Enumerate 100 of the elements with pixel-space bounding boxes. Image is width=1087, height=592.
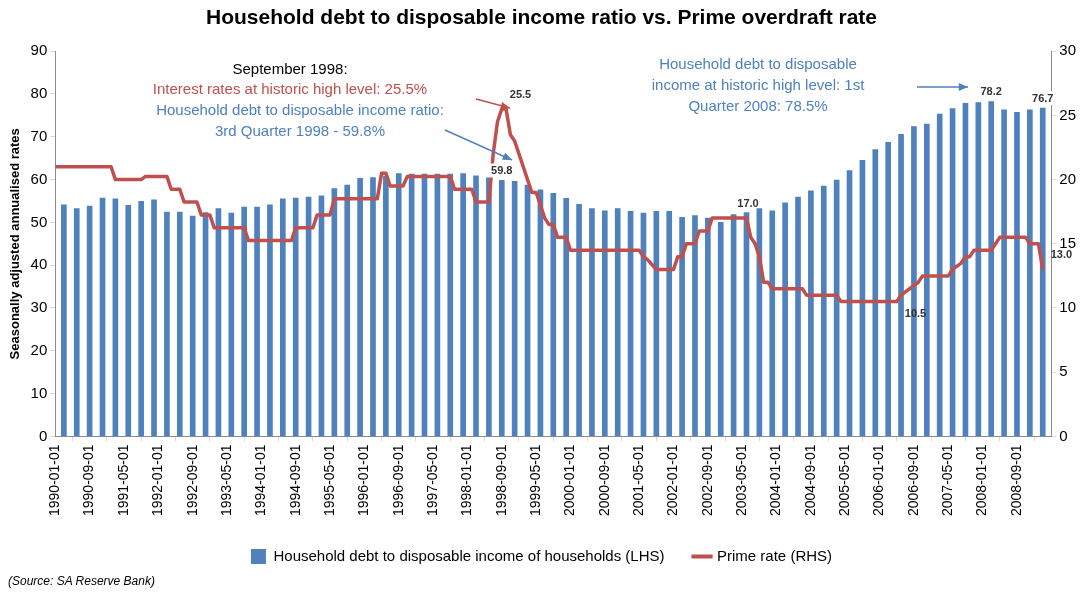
y-tick-label: 90: [30, 41, 48, 59]
data-label: 17.0: [737, 196, 759, 209]
bar: [228, 212, 235, 437]
bar: [164, 211, 170, 437]
y-tick-label: 30: [30, 298, 48, 316]
x-tick-label: 2004-09-01: [801, 444, 818, 517]
y2-tick-label: 30: [1059, 41, 1076, 59]
x-tick-label: 1992-09-01: [183, 444, 200, 517]
x-tick-label: 1994-09-01: [286, 444, 303, 517]
bar: [808, 190, 814, 437]
y2-tick-label: 0: [1059, 426, 1068, 444]
y2-tick-label: 15: [1059, 233, 1076, 251]
x-tick-label: 1995-05-01: [320, 444, 337, 517]
bar: [601, 210, 608, 437]
x-tick-label: 1994-01-01: [252, 444, 269, 517]
bar: [151, 199, 157, 437]
bar: [576, 204, 582, 437]
bar: [292, 197, 299, 437]
bar: [769, 210, 776, 437]
x-tick-label: 1996-01-01: [355, 444, 372, 517]
x-tick-label: 1990-01-01: [46, 444, 63, 517]
bar: [460, 173, 466, 437]
bar: [383, 175, 389, 437]
bar: [666, 210, 673, 437]
bar: [550, 192, 557, 437]
y-tick-label: 40: [30, 255, 48, 273]
bar: [254, 206, 260, 437]
x-tick-label: 1997-05-01: [423, 444, 440, 517]
bar: [872, 149, 879, 437]
x-tick-label: 2001-05-01: [630, 444, 647, 517]
data-label: 78.2: [980, 85, 1002, 98]
bar: [782, 202, 788, 437]
bar: [267, 204, 273, 437]
bar: [395, 173, 402, 437]
y-tick-label: 70: [30, 126, 48, 144]
bar: [898, 133, 904, 437]
bar: [589, 208, 595, 437]
data-label: 76.7: [1032, 91, 1054, 104]
bar: [1001, 109, 1007, 437]
x-tick-label: 2006-01-01: [870, 444, 887, 517]
legend-label: Prime rate (RHS): [717, 546, 833, 564]
annotation: Interest rates at historic high level: 25.5%: [152, 80, 428, 98]
y-tick-label: 80: [30, 84, 48, 102]
text: (Source: SA Reserve Bank): [8, 574, 155, 589]
x-tick-label: 2002-01-01: [664, 444, 681, 517]
annotation: Household debt to disposable income ratio: 3rd Quarter 1998 - 59.8%: [156, 101, 444, 140]
bar: [563, 198, 570, 437]
bar: [61, 204, 67, 437]
bar: [705, 217, 711, 437]
x-tick-label: 1992-01-01: [149, 444, 166, 517]
y2-tick-label: 20: [1059, 169, 1076, 187]
y2-tick-label: 10: [1059, 298, 1076, 316]
bar: [473, 175, 479, 437]
annotation: Household debt to disposable income at historic high level: 1st Quarter 2008: 78.5%: [651, 55, 866, 115]
x-tick-label: 1998-01-01: [458, 444, 475, 517]
y-tick-label: 60: [30, 169, 48, 187]
bar: [447, 173, 454, 437]
x-tick-label: 2005-05-01: [836, 444, 853, 517]
y2-tick-label: 5: [1059, 362, 1068, 380]
legend-label: Household debt to disposable income of households (LHS): [273, 546, 665, 564]
x-tick-label: 2008-01-01: [973, 444, 990, 517]
bar: [795, 196, 801, 437]
x-tick-label: 2000-09-01: [595, 444, 612, 517]
bar: [679, 216, 685, 437]
bar: [936, 113, 943, 437]
x-tick-label: 2002-09-01: [698, 444, 715, 517]
x-tick-label: 1999-05-01: [526, 444, 543, 517]
x-tick-label: 1993-05-01: [217, 444, 234, 517]
annotation: September 1998:: [232, 60, 348, 78]
y-tick-label: 20: [30, 340, 48, 358]
x-tick-label: 2003-05-01: [733, 444, 750, 517]
bar: [717, 222, 724, 437]
bar: [344, 184, 351, 437]
bar: [1014, 112, 1020, 437]
bar: [357, 177, 363, 437]
bar: [988, 101, 995, 437]
data-label: 59.8: [491, 163, 513, 176]
x-tick-label: 2007-05-01: [939, 444, 956, 517]
bar: [280, 198, 286, 437]
bar: [614, 208, 621, 437]
bar: [370, 177, 376, 437]
x-tick-label: 2008-09-01: [1007, 444, 1024, 517]
x-tick-label: 1991-05-01: [114, 444, 131, 517]
bar: [73, 208, 80, 437]
bar: [125, 204, 132, 437]
bar: [176, 211, 183, 437]
bar: [820, 185, 827, 437]
x-tick-label: 2006-09-01: [904, 444, 921, 517]
y-tick-label: 50: [30, 212, 48, 230]
y-tick-label: 0: [38, 426, 48, 444]
x-tick-label: 2000-01-01: [561, 444, 578, 517]
bar: [692, 215, 698, 437]
x-tick-label: 1990-09-01: [80, 444, 97, 517]
bar: [498, 180, 505, 437]
bar: [885, 142, 891, 437]
x-tick-label: 2004-01-01: [767, 444, 784, 517]
x-tick-label: 1996-09-01: [389, 444, 406, 517]
x-tick-label: 1998-09-01: [492, 444, 509, 517]
y-tick-label: 10: [30, 383, 48, 401]
y2-tick-label: 25: [1059, 105, 1076, 123]
